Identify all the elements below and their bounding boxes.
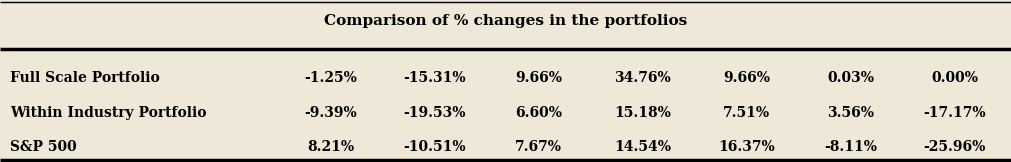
Text: -25.96%: -25.96%: [923, 140, 985, 154]
Text: -9.39%: -9.39%: [303, 106, 356, 120]
Text: 15.18%: 15.18%: [614, 106, 670, 120]
Text: 7.51%: 7.51%: [723, 106, 769, 120]
Text: Comparison of % changes in the portfolios: Comparison of % changes in the portfolio…: [325, 14, 686, 28]
Text: 0.00%: 0.00%: [930, 71, 978, 85]
Text: -1.25%: -1.25%: [303, 71, 357, 85]
Text: 3.56%: 3.56%: [826, 106, 874, 120]
Text: 14.54%: 14.54%: [614, 140, 670, 154]
Text: 9.66%: 9.66%: [723, 71, 769, 85]
Text: -15.31%: -15.31%: [402, 71, 465, 85]
Text: 7.67%: 7.67%: [515, 140, 561, 154]
Text: -17.17%: -17.17%: [923, 106, 986, 120]
Text: -8.11%: -8.11%: [824, 140, 877, 154]
Text: -10.51%: -10.51%: [402, 140, 465, 154]
Text: Full Scale Portfolio: Full Scale Portfolio: [10, 71, 160, 85]
Text: S&P 500: S&P 500: [10, 140, 77, 154]
Text: 8.21%: 8.21%: [306, 140, 354, 154]
Text: 6.60%: 6.60%: [515, 106, 561, 120]
Text: 34.76%: 34.76%: [614, 71, 670, 85]
Text: -19.53%: -19.53%: [402, 106, 465, 120]
Text: 0.03%: 0.03%: [826, 71, 874, 85]
Text: 16.37%: 16.37%: [718, 140, 774, 154]
Text: 9.66%: 9.66%: [515, 71, 561, 85]
Text: Within Industry Portfolio: Within Industry Portfolio: [10, 106, 206, 120]
